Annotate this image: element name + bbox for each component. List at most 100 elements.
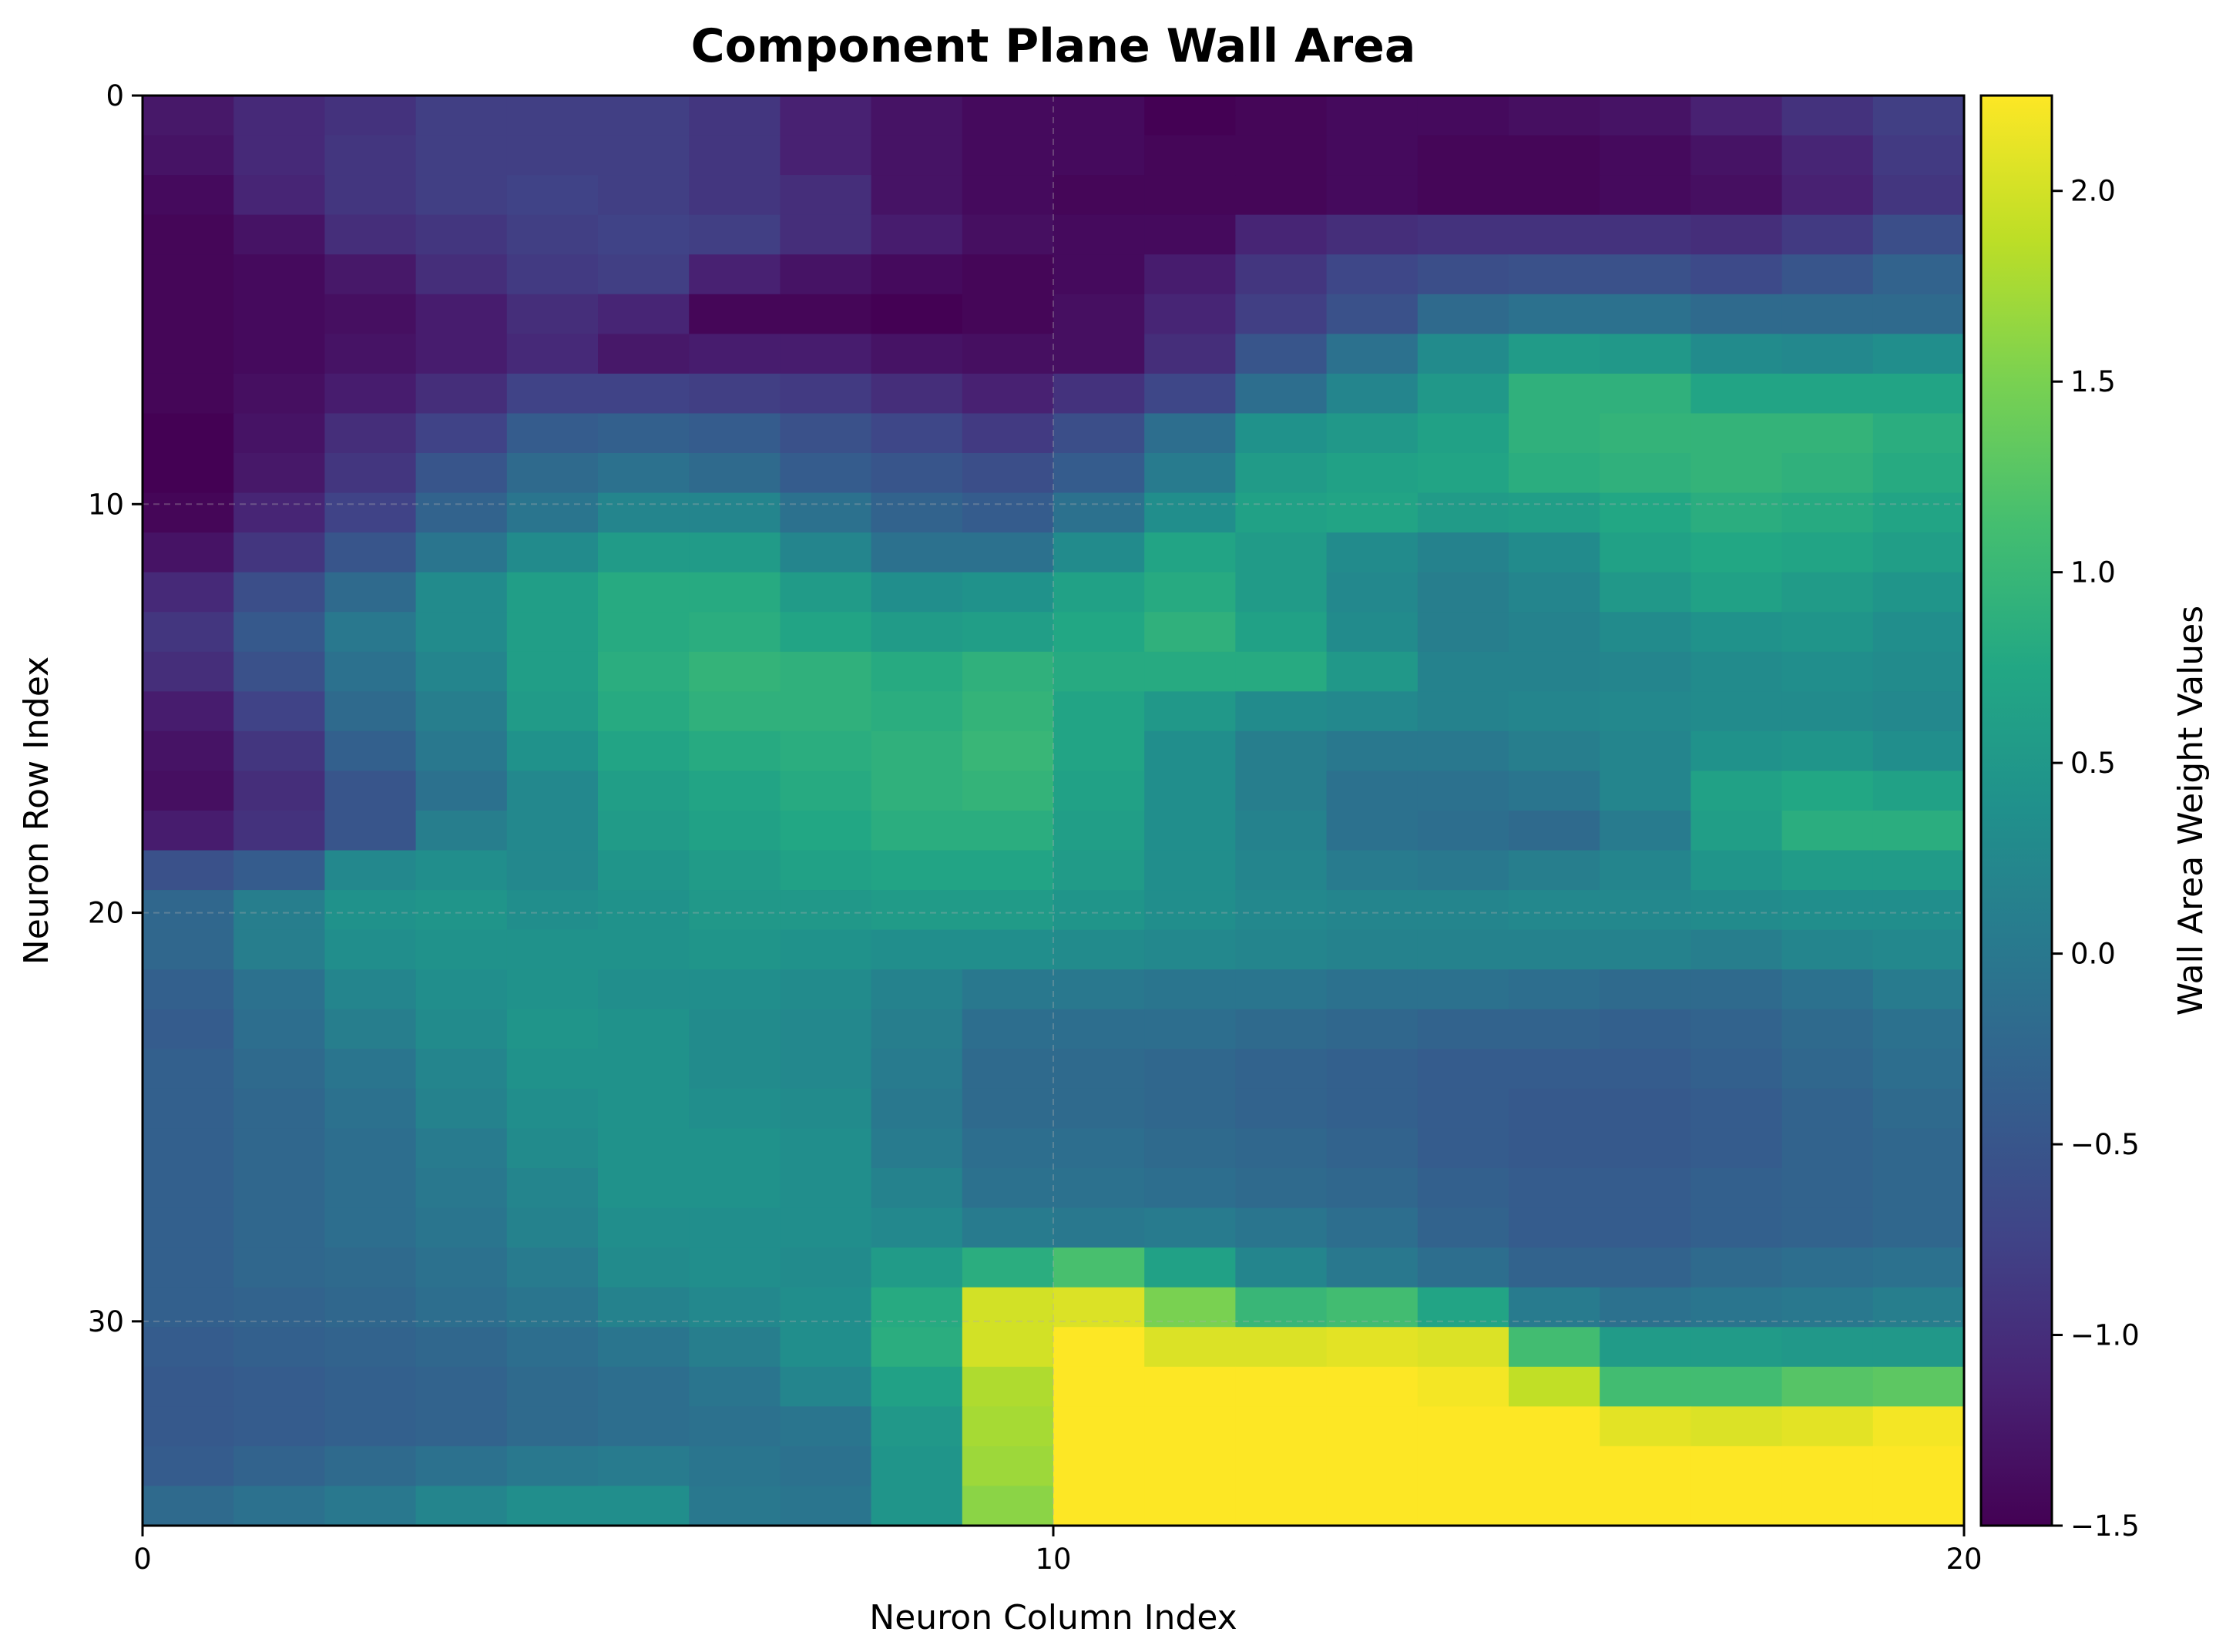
heatmap-cell [780, 691, 872, 732]
heatmap-cell [1235, 492, 1328, 533]
y-tick-label: 20 [88, 897, 124, 930]
heatmap-cell [1872, 1366, 1965, 1407]
colorbar-tick-label: 2.0 [2070, 175, 2116, 208]
heatmap-cell [233, 1446, 325, 1487]
heatmap-cell [1326, 572, 1419, 613]
heatmap-cell [689, 811, 781, 851]
heatmap-cell [1690, 175, 1783, 216]
heatmap-cell [1690, 294, 1783, 334]
heatmap-cell [233, 254, 325, 295]
heatmap-cell [780, 1088, 872, 1130]
heatmap-cell [1781, 850, 1874, 891]
heatmap-cell [1053, 254, 1145, 295]
heatmap-cell [143, 651, 234, 692]
heatmap-cell [1144, 1049, 1236, 1090]
heatmap-cell [780, 1406, 872, 1447]
heatmap-cell [1509, 730, 1600, 772]
heatmap-cell [871, 890, 963, 931]
heatmap-cell [598, 413, 690, 454]
heatmap-cell [598, 1486, 690, 1526]
heatmap-cell [1690, 334, 1783, 374]
heatmap-cell [1326, 929, 1419, 970]
heatmap-cell [1417, 254, 1509, 295]
heatmap-cell [324, 254, 417, 295]
heatmap-cell [1690, 373, 1783, 415]
heatmap-cell [324, 214, 417, 255]
heatmap-cell [598, 811, 690, 851]
heatmap-cell [415, 811, 508, 851]
heatmap-cell [506, 1207, 599, 1248]
heatmap-cell [1053, 492, 1145, 533]
heatmap-cell [415, 1088, 508, 1130]
heatmap-cell [1053, 135, 1145, 176]
heatmap-cell [415, 1406, 508, 1447]
heatmap-cell [1235, 334, 1328, 374]
heatmap-cell [233, 572, 325, 613]
colorbar-ticks: −1.5 −1.0 −0.5 0.0 0.5 1.0 1.5 2.0 [2052, 175, 2140, 1543]
heatmap-cell [1144, 1406, 1236, 1447]
heatmap-cell [1144, 453, 1236, 494]
heatmap-cell [506, 1327, 599, 1368]
heatmap-cell [1509, 214, 1600, 255]
heatmap-cell [233, 1327, 325, 1368]
heatmap-cell [1144, 1207, 1236, 1248]
heatmap-cell [324, 294, 417, 334]
heatmap-cell [233, 334, 325, 374]
heatmap-cell [1509, 413, 1600, 454]
heatmap-cell [689, 1247, 781, 1288]
heatmap-cell [1417, 929, 1509, 970]
heatmap-cell [1690, 890, 1783, 931]
heatmap-cell [1872, 373, 1965, 415]
heatmap-cell [1235, 1247, 1328, 1288]
y-tick-label: 0 [106, 79, 124, 112]
heatmap-cell [324, 1406, 417, 1447]
heatmap-cell [324, 811, 417, 851]
heatmap-cell [324, 1366, 417, 1407]
heatmap-cell [1326, 1247, 1419, 1288]
heatmap-cell [1053, 969, 1145, 1010]
heatmap-cell [1872, 294, 1965, 334]
heatmap-cell [1872, 175, 1965, 216]
heatmap-cell [233, 691, 325, 732]
heatmap-cell [233, 811, 325, 851]
heatmap-cell [871, 730, 963, 772]
heatmap-cell [1417, 1088, 1509, 1130]
heatmap-cell [689, 1406, 781, 1447]
heatmap-cell [780, 373, 872, 415]
heatmap-cell [1600, 730, 1691, 772]
heatmap-cell [1600, 135, 1691, 176]
heatmap-cell [415, 1486, 508, 1526]
heatmap-cell [324, 453, 417, 494]
heatmap-cell [1144, 1366, 1236, 1407]
heatmap-cell [689, 929, 781, 970]
heatmap-cell [1872, 1207, 1965, 1248]
heatmap-cell [780, 532, 872, 573]
heatmap-cell [689, 1128, 781, 1169]
heatmap-cell [143, 373, 234, 415]
heatmap-cell [1509, 175, 1600, 216]
heatmap-cell [324, 890, 417, 931]
heatmap-cell [1053, 1088, 1145, 1130]
heatmap-cell [143, 135, 234, 176]
heatmap-cell [1509, 1406, 1600, 1447]
heatmap-cell [598, 96, 690, 136]
heatmap-cell [415, 294, 508, 334]
heatmap-cell [1600, 1009, 1691, 1049]
heatmap-cell [780, 135, 872, 176]
heatmap-cell [1417, 771, 1509, 811]
heatmap-cell [324, 1049, 417, 1090]
heatmap-cell [871, 1049, 963, 1090]
heatmap-cell [1600, 453, 1691, 494]
heatmap-cell [1326, 214, 1419, 255]
heatmap-cell [506, 175, 599, 216]
heatmap-cell [1417, 373, 1509, 415]
heatmap-cell [1144, 334, 1236, 374]
heatmap-cell [1417, 1168, 1509, 1209]
heatmap-cell [1053, 890, 1145, 931]
heatmap-cell [1872, 532, 1965, 573]
heatmap-cell [598, 1168, 690, 1209]
heatmap-cell [1690, 929, 1783, 970]
heatmap-cell [1417, 1049, 1509, 1090]
heatmap-cell [689, 413, 781, 454]
heatmap-cell [1144, 771, 1236, 811]
